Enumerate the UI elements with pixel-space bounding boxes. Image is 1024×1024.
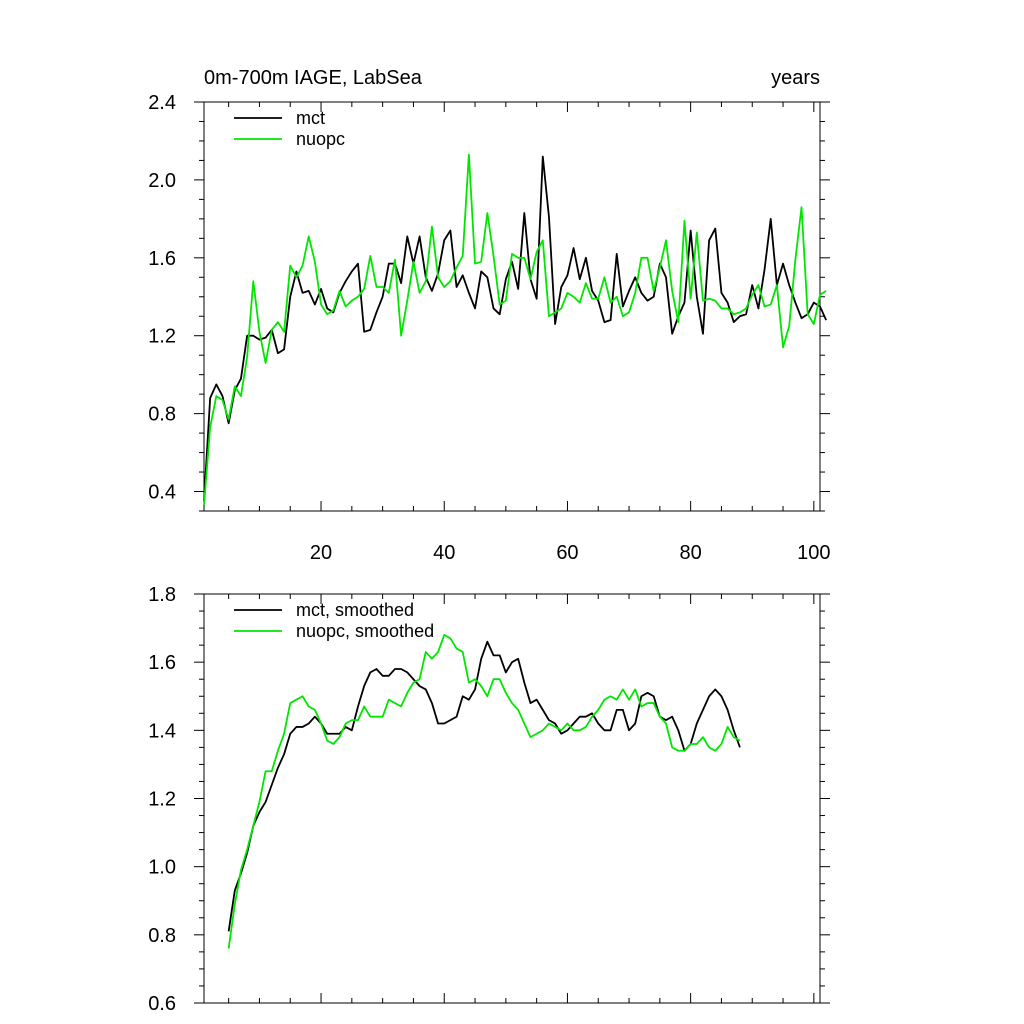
y-tick-label: 2.4 [148, 92, 176, 114]
y-tick-label: 0.8 [148, 404, 176, 426]
legend-label: mct [296, 108, 325, 128]
bottom-plot: 0.6 0.8 1.0 1.2 1.4 1.6 1.8 mct, smoothednuopc,… [148, 584, 830, 1015]
y-tick-label: 1.6 [148, 652, 176, 674]
y-tick-label: 0.8 [148, 925, 176, 947]
series-line-mct [203, 155, 827, 502]
y-tick-label: 0.6 [148, 993, 176, 1015]
legend-label: nuopc, smoothed [296, 621, 434, 641]
panel-title: 0m-700m IAGE, LabSea [204, 67, 423, 89]
x-tick-label: 40 [433, 542, 455, 564]
plot-frame [203, 593, 821, 1004]
y-tick-label: 1.0 [148, 857, 176, 879]
x-tick-label: 20 [310, 542, 332, 564]
plot-frame [203, 101, 821, 512]
y-tick-label: 1.6 [148, 248, 176, 270]
series-line-nuopc [227, 634, 741, 949]
x-tick-label: 60 [556, 542, 578, 564]
y-tick-label: 1.2 [148, 789, 176, 811]
y-tick-label: 2.0 [148, 170, 176, 192]
x-tick-label: 100 [797, 542, 830, 564]
panel-title-units: years [771, 67, 820, 89]
series-line-mct [227, 640, 741, 932]
y-tick-label: 1.8 [148, 584, 176, 606]
x-tick-label: 80 [680, 542, 702, 564]
y-tick-label: 1.4 [148, 720, 176, 742]
y-tick-label: 0.4 [148, 482, 176, 504]
legend-label: mct, smoothed [296, 600, 414, 620]
legend-label: nuopc [296, 129, 345, 149]
series-line-nuopc [203, 153, 827, 506]
y-tick-label: 1.2 [148, 326, 176, 348]
